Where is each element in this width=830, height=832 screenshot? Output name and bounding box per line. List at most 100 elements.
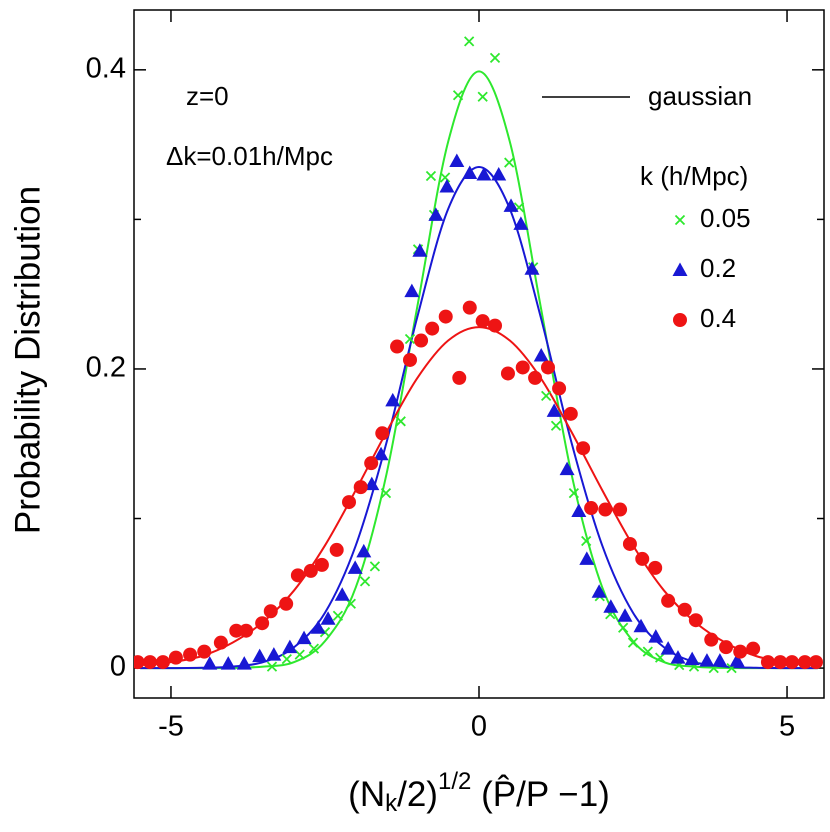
marker-circle xyxy=(677,602,692,617)
marker-triangle xyxy=(571,503,587,518)
marker-circle xyxy=(760,655,775,670)
marker-triangle xyxy=(252,648,268,663)
marker-triangle xyxy=(266,647,282,661)
marker-cross xyxy=(489,52,501,63)
marker-triangle xyxy=(524,261,540,275)
x-tick-label: -5 xyxy=(158,711,184,743)
marker-triangle xyxy=(533,347,549,362)
marker-circle xyxy=(635,551,650,566)
marker-cross xyxy=(550,420,562,431)
marker-circle xyxy=(342,495,357,510)
marker-circle xyxy=(704,632,719,647)
marker-cross xyxy=(380,487,392,499)
marker-triangle xyxy=(449,153,465,168)
marker-triangle xyxy=(670,650,686,664)
marker-triangle xyxy=(356,543,372,558)
legend-label: 0.4 xyxy=(700,303,736,333)
y-tick-label: 0.2 xyxy=(86,352,126,384)
marker-circle xyxy=(488,318,503,333)
marker-circle xyxy=(183,647,198,662)
marker-triangle xyxy=(334,587,350,601)
marker-triangle xyxy=(385,392,401,407)
marker-triangle xyxy=(476,167,492,181)
marker-cross xyxy=(568,487,580,499)
marker-triangle xyxy=(462,165,478,180)
gaussian-curve xyxy=(140,70,818,670)
marker-circle xyxy=(364,456,379,471)
legend-label: 0.2 xyxy=(700,253,736,283)
marker-circle xyxy=(746,641,761,656)
legend-title: k (h/Mpc) xyxy=(640,161,748,191)
marker-triangle xyxy=(633,618,649,633)
marker-circle xyxy=(353,480,368,495)
marker-circle xyxy=(143,655,158,670)
x-label-part: P̂ xyxy=(493,774,516,814)
marker-circle xyxy=(584,501,599,516)
marker-triangle xyxy=(310,620,326,634)
marker-circle xyxy=(563,406,578,421)
marker-triangle xyxy=(648,629,664,643)
marker-triangle xyxy=(296,630,312,645)
marker-cross xyxy=(504,157,515,168)
marker-triangle xyxy=(503,198,519,212)
marker-triangle xyxy=(236,656,252,670)
marker-cross xyxy=(618,622,629,633)
marker-triangle xyxy=(412,243,428,257)
marker-circle xyxy=(648,560,663,575)
marker-circle xyxy=(155,655,170,670)
x-label-part: 1/2 xyxy=(438,768,471,795)
x-tick-label: 0 xyxy=(471,711,487,743)
marker-cross xyxy=(477,91,488,102)
x-label-part: /2) xyxy=(397,775,438,814)
marker-triangle xyxy=(729,653,745,667)
x-label-part: k xyxy=(385,790,398,817)
marker-cross xyxy=(452,90,464,101)
marker-cross xyxy=(674,214,686,226)
marker-triangle xyxy=(660,641,676,655)
marker-triangle xyxy=(603,599,619,613)
marker-cross xyxy=(541,390,552,402)
marker-circle xyxy=(390,339,405,354)
marker-circle xyxy=(719,640,734,655)
marker-triangle xyxy=(491,167,507,181)
marker-triangle xyxy=(347,560,363,574)
marker-cross xyxy=(359,576,371,587)
marker-circle xyxy=(425,321,440,336)
marker-circle xyxy=(515,360,530,375)
marker-triangle xyxy=(439,178,455,193)
marker-circle xyxy=(403,352,417,367)
marker-circle xyxy=(622,536,637,551)
marker-circle xyxy=(500,366,515,381)
marker-cross xyxy=(425,170,437,182)
plot-frame xyxy=(133,9,825,699)
marker-triangle xyxy=(591,584,607,598)
marker-triangle xyxy=(220,656,236,670)
marker-circle xyxy=(375,426,390,441)
marker-triangle xyxy=(617,608,633,622)
marker-cross xyxy=(404,333,416,345)
x-label-part: (N xyxy=(348,775,385,814)
marker-circle xyxy=(279,596,294,611)
marker-circle xyxy=(452,370,467,385)
marker-circle xyxy=(239,623,254,638)
marker-circle xyxy=(541,360,555,375)
y-tick-label: 0 xyxy=(110,651,126,683)
marker-triangle xyxy=(579,551,595,565)
marker-triangle xyxy=(428,207,444,221)
marker-circle xyxy=(438,309,453,324)
legend-label: gaussian xyxy=(648,81,752,111)
marker-cross xyxy=(627,637,639,648)
marker-circle xyxy=(197,644,212,659)
marker-circle xyxy=(213,635,228,650)
marker-cross xyxy=(642,646,653,657)
gaussian-curve xyxy=(140,326,818,667)
marker-circle xyxy=(773,655,788,670)
marker-triangle xyxy=(513,216,529,230)
marker-triangle xyxy=(373,446,389,461)
x-label-part: /P −1) xyxy=(516,775,610,814)
marker-circle xyxy=(462,300,477,315)
marker-circle xyxy=(303,563,318,578)
marker-cross xyxy=(439,172,451,183)
